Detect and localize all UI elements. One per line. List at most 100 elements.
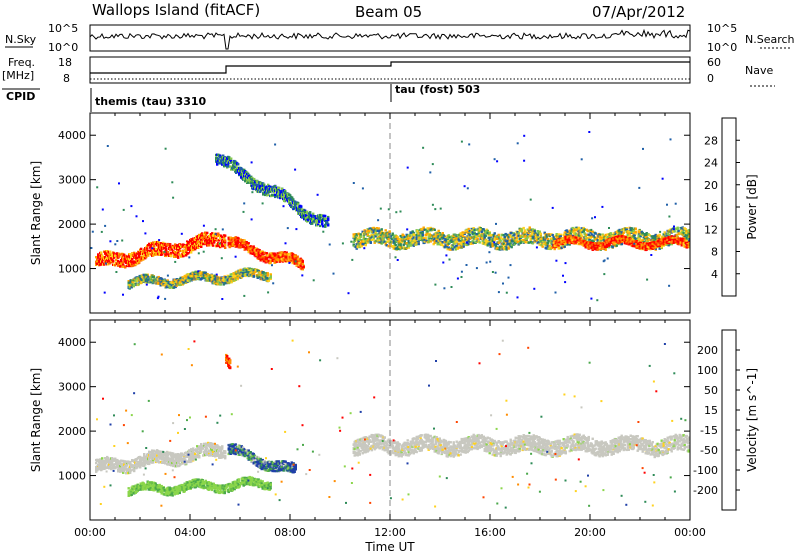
scatter-cell	[494, 244, 497, 248]
station-title: Wallops Island (fitACF)	[92, 1, 260, 19]
scatter-cell	[96, 262, 99, 265]
scatter-cell	[101, 260, 104, 263]
scatter-cell	[490, 237, 493, 241]
scatter-cell	[396, 236, 399, 239]
scatter-cell	[231, 244, 234, 247]
scatter-cell	[380, 230, 383, 233]
scatter-cell	[235, 171, 238, 174]
scatter-cell	[412, 231, 415, 235]
scatter-cell	[241, 168, 244, 171]
scatter-cell	[243, 168, 246, 172]
scatter-cell	[485, 241, 488, 245]
scatter-cell	[428, 235, 431, 239]
scatter-cell	[460, 233, 463, 236]
scatter-cell	[455, 245, 458, 248]
scatter-cell	[184, 245, 187, 248]
scatter-cell	[162, 251, 165, 254]
scatter-cell	[380, 228, 383, 231]
scatter-cell	[621, 233, 624, 236]
scatter-cell	[301, 263, 304, 266]
scatter-cell	[227, 165, 230, 168]
scatter-cell	[517, 234, 520, 237]
scatter-cell	[355, 247, 358, 250]
scatter-cell	[391, 232, 394, 235]
scatter-cell	[367, 229, 370, 233]
scatter-cell	[500, 233, 503, 237]
scatter-cell	[138, 255, 141, 258]
scatter-cell	[377, 227, 380, 230]
scatter-cell	[634, 227, 637, 230]
scatter-cell	[372, 230, 375, 234]
scatter-cell	[252, 274, 255, 278]
scatter-cell	[208, 244, 211, 247]
scatter-cell	[601, 237, 604, 240]
scatter-cell	[167, 250, 170, 254]
scatter-cell	[658, 233, 661, 237]
scatter-cell	[360, 245, 363, 248]
scatter-cell	[461, 234, 464, 237]
scatter-cell	[177, 279, 180, 283]
scatter-cell	[109, 262, 112, 265]
scatter-cell	[204, 231, 207, 234]
scatter-cell	[507, 247, 510, 250]
scatter-cell	[366, 241, 369, 244]
scatter-cell	[433, 241, 436, 244]
scatter-cell	[203, 233, 206, 236]
scatter-cell	[583, 233, 586, 236]
scatter-cell	[252, 245, 255, 248]
scatter-cell	[211, 242, 214, 245]
scatter-cell	[109, 250, 112, 253]
scatter-cell	[551, 233, 554, 237]
scatter-cell	[264, 256, 267, 259]
scatter-cell	[119, 253, 122, 256]
scatter-cell	[545, 247, 548, 250]
scatter-cell	[354, 245, 357, 249]
scatter-cell	[595, 237, 598, 240]
scatter-cell	[113, 256, 116, 259]
scatter-cell	[269, 275, 272, 278]
scatter-cell	[475, 234, 478, 238]
nsky-series	[89, 28, 691, 50]
scatter-cell	[130, 286, 133, 289]
scatter-cell	[417, 242, 420, 246]
scatter-cell	[164, 281, 167, 284]
scatter-cell	[459, 236, 462, 239]
scatter-cell	[427, 238, 430, 241]
scatter-cell	[212, 281, 215, 285]
scatter-cell	[444, 238, 447, 241]
scatter-cell	[266, 272, 269, 275]
scatter-cell	[414, 239, 417, 242]
scatter-cell	[291, 261, 294, 265]
scatter-cell	[446, 243, 449, 247]
scatter-cell	[292, 198, 295, 201]
scatter-cell	[484, 234, 487, 238]
scatter-cell	[192, 246, 195, 249]
scatter-cell	[228, 239, 231, 243]
scatter-cell	[224, 246, 227, 249]
scatter-cell	[422, 237, 425, 240]
scatter-cell	[173, 254, 176, 257]
scatter-cell	[606, 233, 609, 236]
scatter-cell	[157, 275, 160, 279]
scatter-cell	[403, 236, 406, 239]
nsky-tick-top: 10^5	[48, 22, 78, 35]
scatter-cell	[122, 265, 125, 268]
scatter-cell	[287, 258, 290, 261]
scatter-cell	[206, 241, 209, 245]
scatter-cell	[402, 238, 405, 241]
scatter-cell	[129, 261, 132, 265]
scatter-cell	[253, 179, 256, 182]
scatter-cell	[389, 243, 392, 246]
scatter-cell	[421, 232, 424, 235]
scatter-cell	[204, 235, 207, 238]
scatter-cell	[676, 226, 679, 229]
scatter-cell	[526, 236, 529, 239]
scatter-cell	[236, 276, 239, 279]
scatter-cell	[408, 233, 411, 237]
scatter-cell	[473, 232, 476, 235]
scatter-cell	[219, 156, 222, 159]
scatter-cell	[132, 254, 135, 257]
cpid-label: CPID	[6, 90, 35, 103]
scatter-cell	[301, 208, 304, 211]
scatter-cell	[135, 254, 138, 257]
